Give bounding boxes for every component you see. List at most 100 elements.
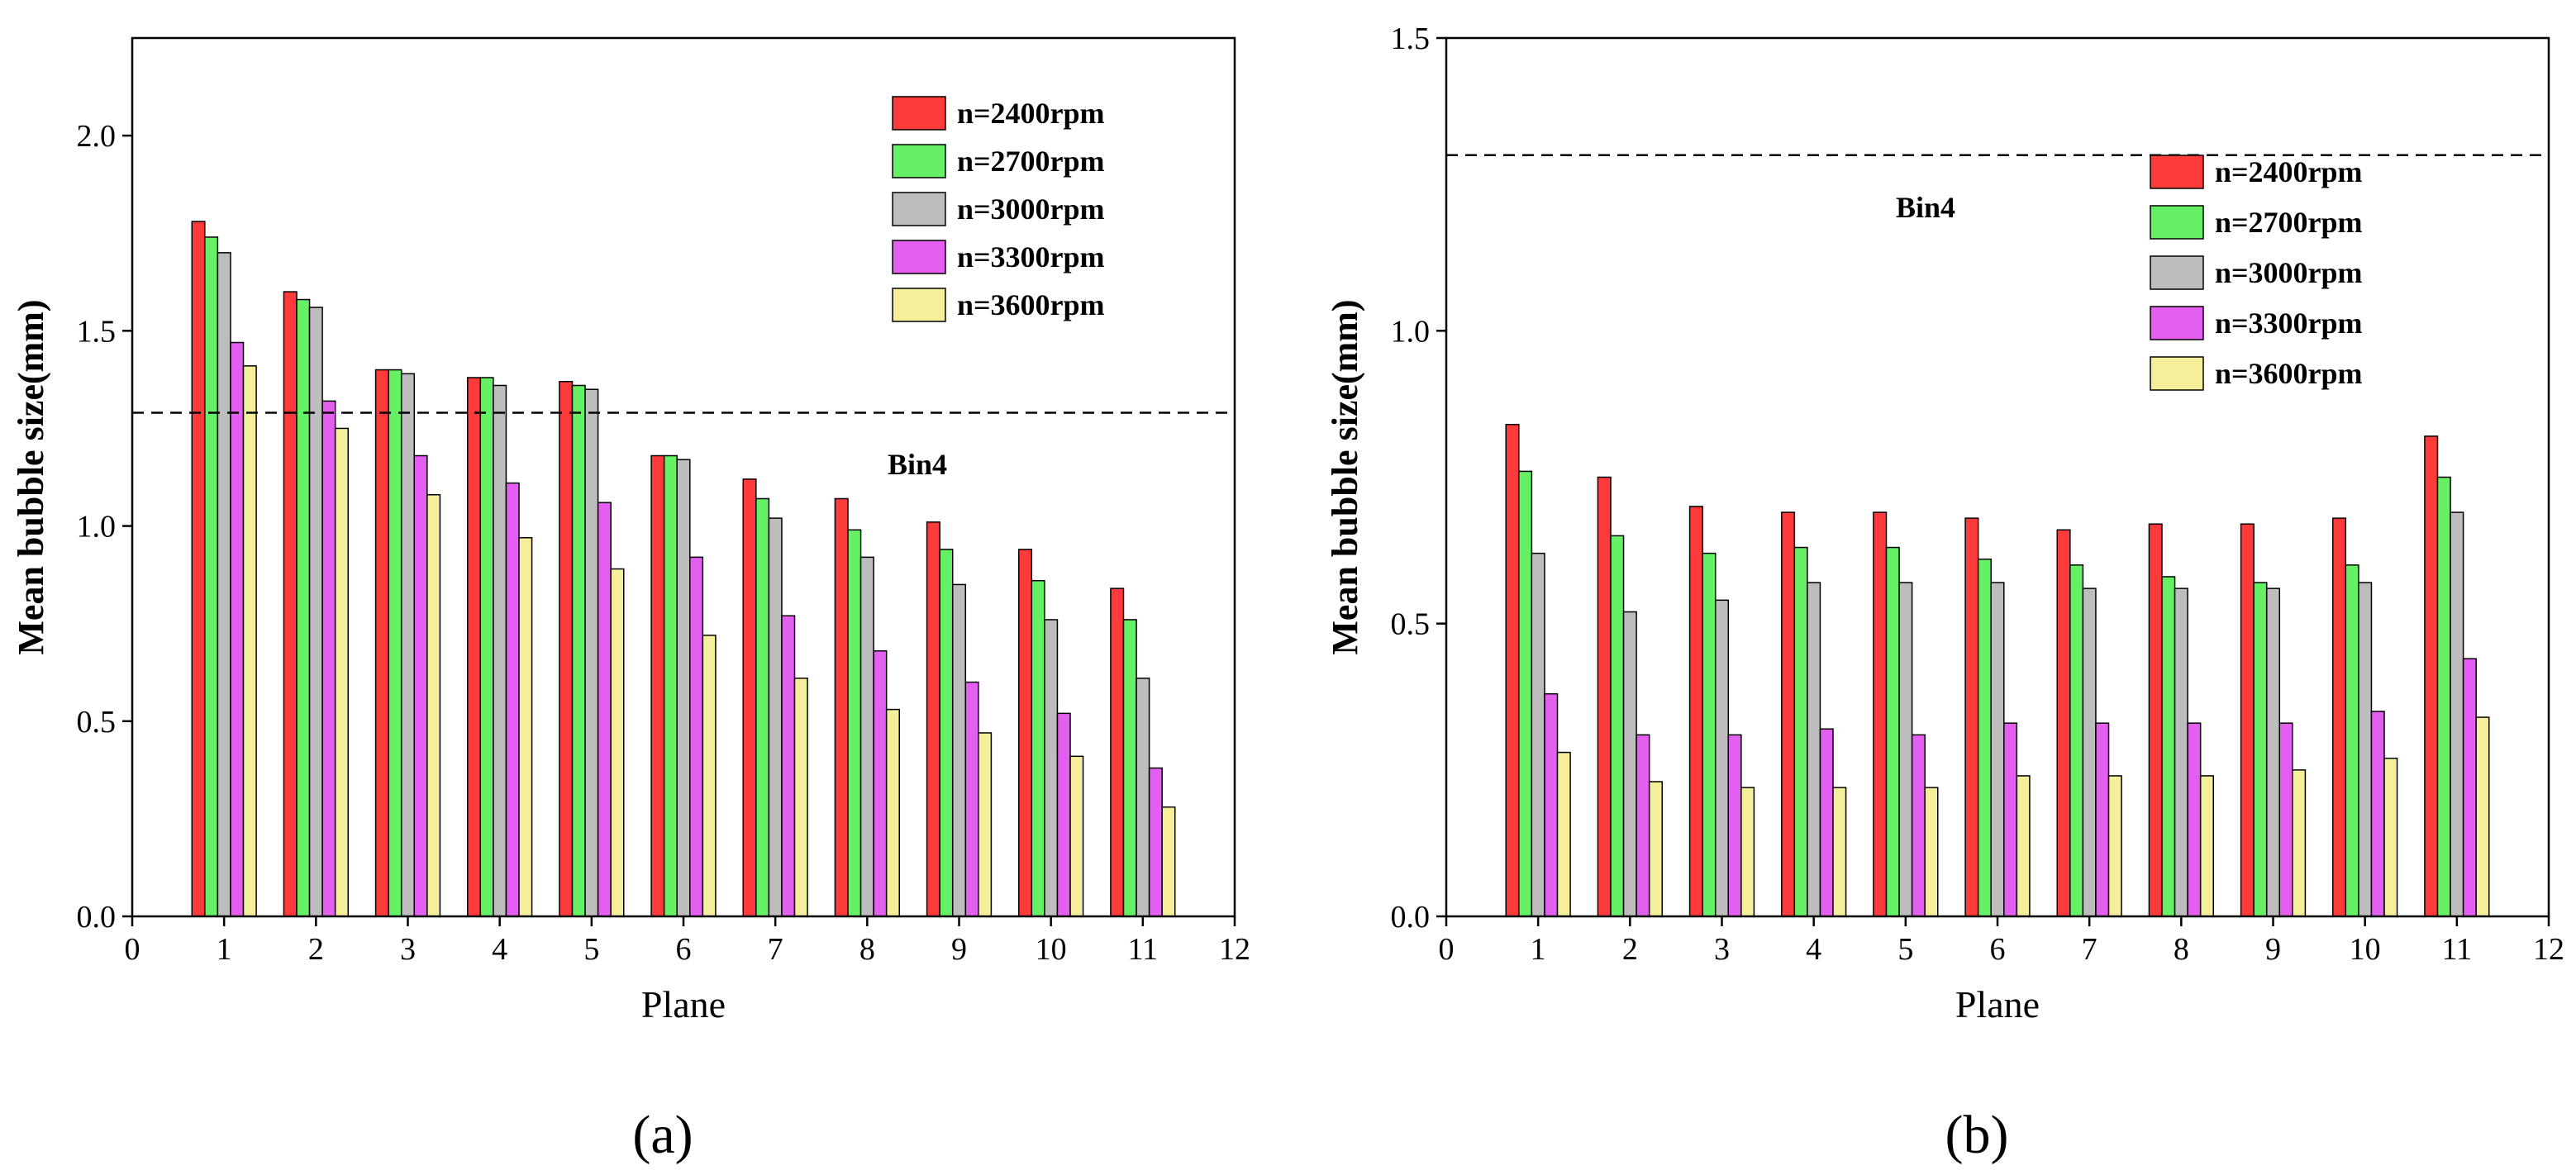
bar-n=2400rpm-plane-3 [1688, 506, 1703, 917]
bar-n=3000rpm-plane-11 [1136, 678, 1150, 917]
y-tick-label: 0.0 [77, 900, 117, 935]
bar-n=3300rpm-plane-1 [230, 341, 245, 917]
x-tick-label: 11 [1128, 932, 1159, 967]
bar-n=3000rpm-plane-2 [1622, 611, 1637, 917]
legend-label: n=3000rpm [957, 193, 1105, 226]
bar-n=3300rpm-plane-11 [2462, 658, 2477, 917]
bar-n=3600rpm-plane-5 [610, 568, 625, 917]
bar-n=2400rpm-plane-8 [834, 497, 849, 917]
bar-n=2700rpm-plane-11 [1122, 619, 1137, 917]
bar-n=2700rpm-plane-9 [2253, 582, 2268, 917]
bar-n=2400rpm-plane-9 [2240, 523, 2255, 917]
bar-n=2700rpm-plane-10 [2345, 564, 2359, 917]
bar-n=3600rpm-plane-1 [1556, 751, 1571, 917]
bar-n=2400rpm-plane-8 [2148, 523, 2163, 917]
legend-label: n=2400rpm [957, 97, 1105, 130]
bar-n=3600rpm-plane-6 [2016, 775, 2031, 917]
x-tick-label: 11 [2442, 932, 2473, 967]
bar-n=3000rpm-plane-10 [1044, 619, 1059, 917]
x-tick-label: 6 [676, 932, 692, 967]
bar-n=2700rpm-plane-1 [204, 236, 219, 917]
x-tick-label: 4 [1806, 932, 1821, 967]
legend-swatch-n=3000rpm [2150, 255, 2204, 290]
bar-n=3600rpm-plane-11 [1161, 806, 1176, 917]
legend-label: n=3300rpm [957, 240, 1105, 274]
y-tick-label: 1.0 [77, 510, 117, 545]
legend-label: n=3600rpm [957, 288, 1105, 321]
y-tick-label: 1.0 [1391, 314, 1431, 349]
bar-n=3000rpm-plane-3 [400, 373, 416, 917]
bar-n=3000rpm-plane-4 [1807, 582, 1821, 917]
bar-n=3000rpm-plane-6 [676, 459, 691, 917]
bar-n=3000rpm-plane-9 [951, 583, 967, 917]
bar-n=3600rpm-plane-10 [1069, 755, 1084, 917]
bar-n=2700rpm-plane-7 [2069, 564, 2084, 917]
bar-n=2700rpm-plane-5 [571, 384, 586, 917]
bar-n=3600rpm-plane-1 [242, 365, 257, 917]
bar-n=2400rpm-plane-9 [926, 521, 940, 917]
bar-n=3000rpm-plane-5 [584, 388, 599, 917]
legend-swatch-n=3300rpm [892, 240, 946, 274]
bar-n=3300rpm-plane-3 [413, 454, 428, 917]
bar-n=3300rpm-plane-3 [1727, 734, 1742, 917]
bar-n=3300rpm-plane-6 [2003, 722, 2018, 917]
y-tick-label: 1.5 [1391, 21, 1431, 56]
legend-label: n=3000rpm [2215, 256, 2363, 289]
bar-n=2700rpm-plane-7 [755, 497, 770, 917]
bar-n=3300rpm-plane-1 [1544, 692, 1559, 917]
x-tick-label: 1 [1531, 932, 1546, 967]
bar-n=3300rpm-plane-4 [505, 482, 520, 917]
y-tick-label: 0.0 [1391, 900, 1431, 935]
bar-n=3300rpm-plane-9 [964, 681, 979, 917]
legend-swatch-n=3600rpm [892, 288, 946, 322]
x-tick-label: 10 [1036, 932, 1067, 967]
bar-n=2400rpm-plane-7 [742, 478, 757, 917]
bar-n=3300rpm-plane-8 [873, 649, 888, 917]
reference-label: Bin4 [888, 448, 947, 481]
bar-n=2700rpm-plane-10 [1031, 579, 1045, 917]
bar-n=2400rpm-plane-11 [1110, 588, 1125, 917]
y-tick-label: 1.5 [77, 314, 117, 349]
bar-n=3000rpm-plane-2 [308, 307, 323, 917]
bar-n=3000rpm-plane-7 [768, 517, 783, 917]
x-tick-label: 4 [492, 932, 507, 967]
bar-n=2400rpm-plane-5 [1873, 511, 1888, 917]
panel-label: (b) [1945, 1105, 2009, 1165]
bar-n=2700rpm-plane-3 [388, 369, 402, 917]
bar-n=2700rpm-plane-3 [1702, 552, 1717, 917]
bar-n=2400rpm-plane-10 [1018, 549, 1033, 917]
bar-n=3000rpm-plane-1 [1531, 552, 1545, 917]
bar-n=3600rpm-plane-2 [334, 427, 349, 917]
legend-swatch-n=3300rpm [2150, 306, 2204, 340]
y-axis-title: Mean bubble size(mm) [1325, 299, 1365, 654]
legend-swatch-n=2700rpm [892, 144, 946, 178]
x-tick-label: 7 [768, 932, 783, 967]
x-tick-label: 5 [1897, 932, 1913, 967]
bar-n=3300rpm-plane-10 [1056, 712, 1071, 917]
x-axis-title: Plane [1955, 983, 2040, 1025]
bar-n=2700rpm-plane-1 [1518, 470, 1533, 917]
x-tick-label: 12 [1219, 932, 1250, 967]
bar-n=3000rpm-plane-3 [1714, 599, 1730, 917]
bar-n=3300rpm-plane-2 [1636, 734, 1650, 917]
x-tick-label: 12 [2533, 932, 2564, 967]
x-tick-label: 5 [583, 932, 599, 967]
y-tick-label: 2.0 [77, 119, 117, 154]
bar-n=3300rpm-plane-10 [2370, 711, 2385, 917]
bar-n=3300rpm-plane-2 [321, 400, 336, 917]
bar-n=3300rpm-plane-7 [781, 615, 796, 917]
bar-n=3600rpm-plane-6 [702, 635, 717, 917]
bar-n=3300rpm-plane-5 [1911, 734, 1926, 917]
bar-n=3000rpm-plane-9 [2265, 588, 2281, 917]
bar-n=2700rpm-plane-2 [1610, 535, 1625, 917]
bar-n=3600rpm-plane-10 [2383, 757, 2398, 917]
bar-n=2400rpm-plane-4 [1781, 511, 1796, 917]
bar-n=2700rpm-plane-5 [1885, 546, 1900, 917]
x-tick-label: 9 [951, 932, 967, 967]
legend-swatch-n=2400rpm [892, 96, 946, 131]
bar-n=3600rpm-plane-2 [1648, 781, 1663, 917]
bar-n=2700rpm-plane-4 [1793, 546, 1808, 917]
